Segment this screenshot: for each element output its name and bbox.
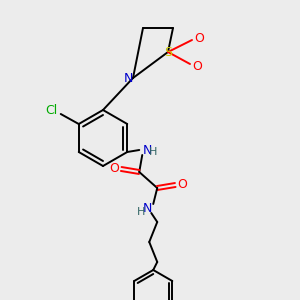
Text: Cl: Cl bbox=[46, 104, 58, 118]
Text: O: O bbox=[177, 178, 187, 190]
Text: N: N bbox=[142, 143, 152, 157]
Text: O: O bbox=[194, 32, 204, 44]
Text: S: S bbox=[164, 46, 172, 59]
Text: H: H bbox=[149, 147, 158, 157]
Text: N: N bbox=[123, 71, 133, 85]
Text: H: H bbox=[137, 207, 146, 217]
Text: O: O bbox=[109, 161, 119, 175]
Text: O: O bbox=[192, 59, 202, 73]
Text: N: N bbox=[142, 202, 152, 214]
